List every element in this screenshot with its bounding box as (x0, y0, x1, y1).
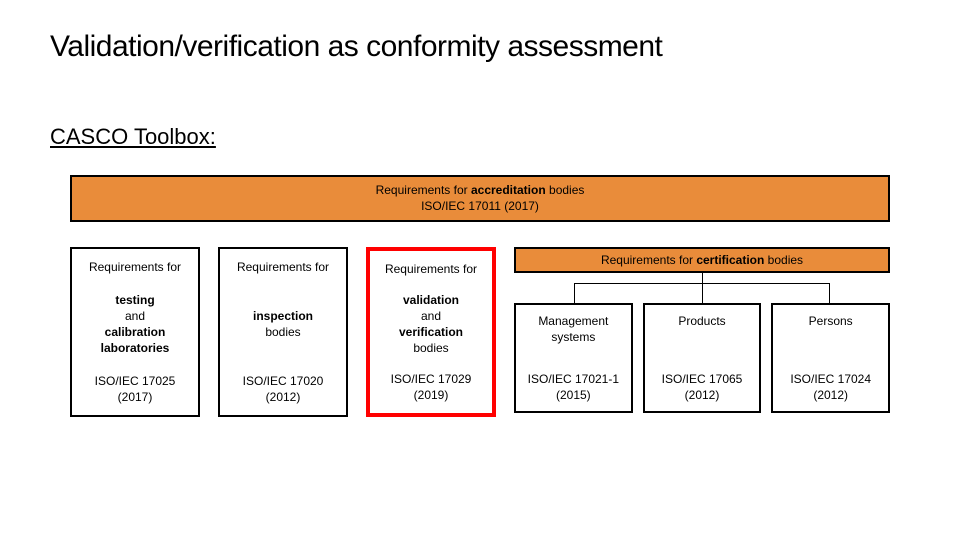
accreditation-line2: ISO/IEC 17011 (2017) (72, 199, 888, 215)
standard-label: ISO/IEC 17021-1 (2015) (520, 371, 627, 403)
casco-diagram: Requirements for accreditation bodies IS… (70, 175, 890, 417)
certification-header: Requirements for certification bodies (514, 247, 890, 273)
subtitle: CASCO Toolbox: (50, 124, 910, 150)
sub-management-systems: Management systems ISO/IEC 17021-1 (2015… (514, 303, 633, 413)
sub-name: Management systems (520, 313, 627, 345)
txt-bold: verification (399, 325, 463, 339)
sub-products: Products ISO/IEC 17065 (2012) (643, 303, 762, 413)
accreditation-line1: Requirements for accreditation bodies (72, 183, 888, 199)
body-text: inspection bodies (226, 308, 340, 340)
pillars-row: Requirements for testing and calibration… (70, 247, 890, 417)
req-label: Requirements for (376, 261, 486, 277)
req-label: Requirements for (78, 259, 192, 275)
pillar-testing: Requirements for testing and calibration… (70, 247, 200, 417)
txt-bold: validation (403, 293, 459, 307)
tree-drop (574, 283, 575, 303)
tree-connector (514, 273, 890, 303)
sub-name: Products (649, 313, 756, 329)
standard-label: ISO/IEC 17020 (2012) (226, 373, 340, 405)
tree-drop (702, 283, 703, 303)
standard-label: ISO/IEC 17029 (2019) (376, 371, 486, 403)
req-label: Requirements for (226, 259, 340, 275)
pillar-validation-highlighted: Requirements for validation and verifica… (366, 247, 496, 417)
txt-bold: inspection (253, 309, 313, 323)
body-text: validation and verification bodies (376, 292, 486, 357)
body-text: testing and calibration laboratories (78, 292, 192, 357)
txt: bodies (546, 183, 585, 197)
pillar-inspection: Requirements for inspection bodies ISO/I… (218, 247, 348, 417)
sub-persons: Persons ISO/IEC 17024 (2012) (771, 303, 890, 413)
txt-bold: accreditation (471, 183, 546, 197)
txt-bold: calibration laboratories (101, 325, 170, 355)
sub-name: Persons (777, 313, 884, 329)
txt: bodies (764, 253, 803, 267)
certification-sub-row: Management systems ISO/IEC 17021-1 (2015… (514, 303, 890, 413)
txt-bold: testing (115, 293, 154, 307)
accreditation-box: Requirements for accreditation bodies IS… (70, 175, 890, 222)
standard-label: ISO/IEC 17065 (2012) (649, 371, 756, 403)
txt: Requirements for (376, 183, 468, 197)
page-title: Validation/verification as conformity as… (50, 30, 910, 64)
txt: and (125, 309, 145, 323)
txt: Requirements for (601, 253, 696, 267)
tree-stem (702, 273, 703, 283)
certification-block: Requirements for certification bodies Ma… (514, 247, 890, 413)
standard-label: ISO/IEC 17024 (2012) (777, 371, 884, 403)
txt: bodies (413, 341, 448, 355)
txt: and (421, 309, 441, 323)
tree-drop (829, 283, 830, 303)
txt-bold: certification (696, 253, 764, 267)
txt: bodies (265, 325, 300, 339)
standard-label: ISO/IEC 17025 (2017) (78, 373, 192, 405)
